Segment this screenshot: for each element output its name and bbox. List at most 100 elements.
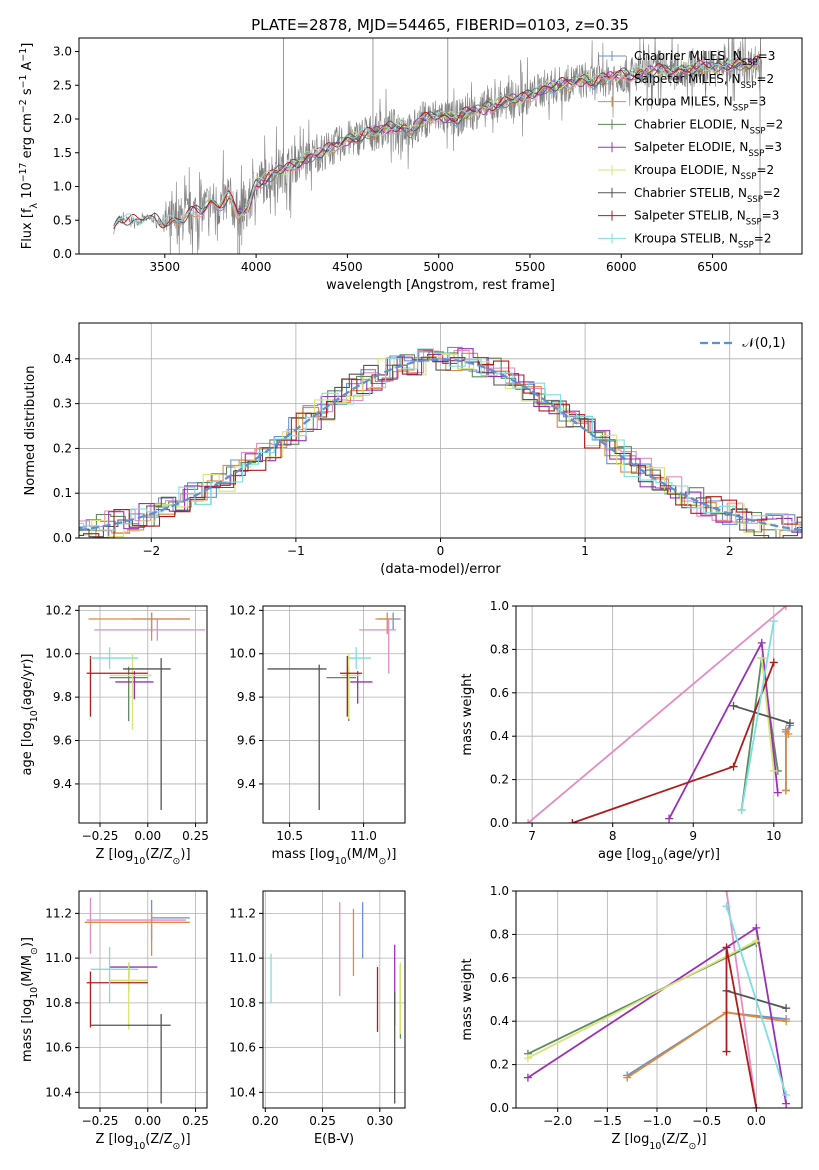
weight-marker — [523, 1054, 532, 1063]
x-tick-label: 9 — [689, 829, 697, 843]
x-axis-label: age [log10(age/yr)] — [598, 847, 720, 867]
label-part: (data-model)/error — [380, 562, 501, 577]
legend-text: Salpeter STELIB, N — [634, 209, 746, 223]
x-tick-label: −0.25 — [82, 829, 119, 843]
weight-marker — [665, 814, 674, 823]
weight-marker — [757, 654, 766, 663]
label-part: (Z/Z — [145, 847, 172, 862]
axes-frame — [515, 890, 803, 1109]
y-tick-label: 2.5 — [53, 78, 72, 92]
label-part: 10 — [29, 987, 40, 999]
label-part: ⊙ — [173, 856, 181, 867]
legend-sub: SSP — [733, 104, 749, 114]
weight-marker — [623, 1073, 632, 1082]
legend-entry: Kroupa STELIB, NSSP=2 — [634, 231, 772, 250]
x-tick-label: 1 — [581, 544, 589, 558]
x-tick-label: 0 — [437, 544, 445, 558]
y-tick-label: 10.6 — [45, 1041, 72, 1055]
axes-frame — [78, 890, 208, 1109]
label-part: mass [log — [272, 847, 335, 862]
legend-sub: SSP — [742, 58, 758, 68]
y-tick-label: 10.2 — [229, 603, 256, 617]
label-part: ⊙ — [173, 1141, 181, 1152]
y-tick-label: 9.4 — [237, 777, 256, 791]
y-tick-label: 10.0 — [45, 647, 72, 661]
label-part: age [log — [598, 847, 651, 862]
weight-marker — [722, 943, 731, 952]
weight-marker — [729, 762, 738, 771]
figure-title: PLATE=2878, MJD=54465, FIBERID=0103, z=0… — [251, 16, 629, 34]
x-tick-label: 0.30 — [366, 1114, 393, 1128]
y-tick-label: 0.2 — [490, 1058, 509, 1072]
legend-entry: Salpeter STELIB, NSSP=3 — [634, 209, 779, 228]
x-axis-label: Z [log10(Z/Z⊙)] — [95, 1132, 190, 1152]
legend-sub: SSP — [738, 240, 754, 250]
legend-text: Chabrier MILES, N — [634, 49, 742, 63]
label-part: mass [log — [20, 999, 35, 1062]
residual-histogram — [79, 349, 802, 538]
spectrum-panel: 3500 4000 4500 5000 5500 6000 6500 0.0 0.5 1.0 1.5… — [18, 37, 803, 293]
x-axis-label: wavelength [Angstrom, rest frame] — [326, 278, 555, 293]
y-tick-label: 10.4 — [229, 1085, 256, 1099]
plot-area — [524, 606, 794, 823]
y-tick-label: 3.0 — [53, 45, 72, 59]
legend-tail: =2 — [754, 231, 772, 245]
legend-text: Salpeter MILES, N — [634, 72, 741, 86]
weight-marker — [785, 719, 794, 728]
plot-area — [523, 891, 791, 1108]
label-part: (Z/Z — [661, 1132, 688, 1147]
weight-marker — [752, 923, 761, 932]
weight-line — [733, 704, 791, 725]
x-tick-label: 0.00 — [134, 1114, 161, 1128]
label-part: wavelength [Angstrom, rest frame] — [326, 278, 555, 293]
y-tick-label: 0.0 — [53, 247, 72, 261]
x-tick-label: −2 — [142, 544, 160, 558]
axes-frame — [262, 605, 406, 824]
label-part: )] — [180, 847, 190, 862]
label-part: Z [log — [95, 1132, 133, 1147]
y-tick-label: 10.0 — [229, 647, 256, 661]
y-axis-label: age [log10(age/yr)] — [20, 654, 40, 776]
weight-marker — [769, 766, 778, 775]
x-tick-label: 3500 — [150, 260, 181, 274]
label-part: ⊙ — [29, 947, 40, 955]
x-tick-label: 10 — [766, 829, 781, 843]
weight-vs-Z-panel: −2.0 −1.5 −1.0 −0.5 0.0 0.0 0.2 0.4 0.6 0.8 1.0 Z [… — [460, 884, 803, 1152]
y-tick-label: 10.8 — [45, 996, 72, 1010]
plot-area — [79, 346, 802, 538]
legend-entry: 𝒩(0,1) — [742, 336, 785, 351]
legend-entry: Kroupa ELODIE, NSSP=2 — [634, 163, 774, 182]
x-axis-label: Z [log10(Z/Z⊙)] — [611, 1132, 706, 1152]
y-tick-label: 1.5 — [53, 146, 72, 160]
y-tick-label: 0.4 — [490, 729, 509, 743]
y-tick-label: 0.4 — [53, 352, 72, 366]
label-part: 10 — [133, 856, 145, 867]
legend-sub: SSP — [741, 81, 757, 91]
weight-line — [785, 726, 790, 791]
weight-marker — [784, 730, 793, 739]
label-part: 𝒩(0,1) — [742, 336, 785, 351]
x-tick-label: 0.25 — [309, 1114, 336, 1128]
label-part: 10 — [335, 856, 347, 867]
label-part: −1 — [18, 75, 29, 89]
y-tick-label: 0.8 — [490, 642, 509, 656]
x-tick-label: 4500 — [332, 260, 363, 274]
residual-histogram — [79, 346, 802, 538]
y-tick-label: 10.6 — [229, 1041, 256, 1055]
x-tick-label: 4000 — [241, 260, 272, 274]
label-part: −17 — [18, 162, 29, 182]
weight-marker — [782, 1017, 791, 1026]
label-part: s — [20, 88, 35, 99]
y-tick-label: 9.4 — [53, 777, 72, 791]
label-part: (M/M — [20, 955, 35, 987]
legend-sub: SSP — [750, 126, 766, 136]
y-tick-label: 0.2 — [490, 773, 509, 787]
legend-text: Kroupa MILES, N — [634, 95, 733, 109]
x-tick-label: −2.0 — [543, 1114, 572, 1128]
y-tick-label: 9.6 — [53, 734, 72, 748]
weight-line — [668, 639, 779, 820]
label-part: mass weight — [460, 673, 475, 755]
weight-marker — [729, 701, 738, 710]
x-tick-label: −0.25 — [82, 1114, 119, 1128]
